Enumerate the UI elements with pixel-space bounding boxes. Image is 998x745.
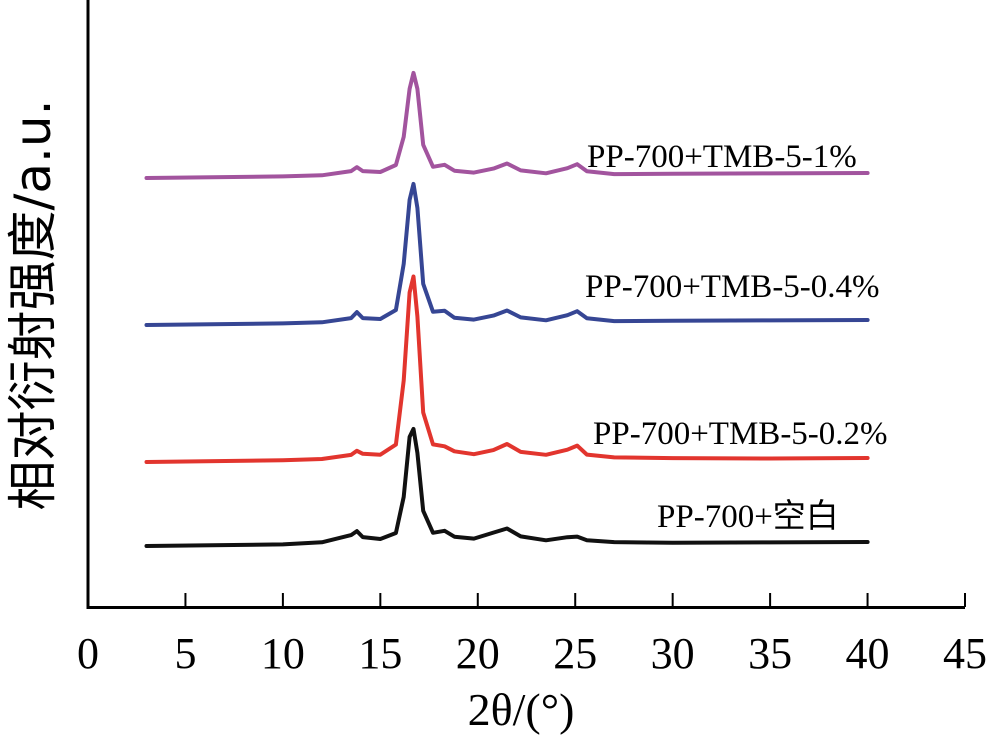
series-line	[144, 426, 870, 548]
series-label: PP-700+TMB-5-1%	[587, 139, 857, 175]
plot-area	[86, 0, 965, 609]
x-tick-label: 40	[846, 629, 890, 678]
series-line	[144, 181, 870, 327]
x-tick-label: 20	[456, 629, 500, 678]
x-tick-label: 5	[174, 629, 196, 678]
x-ticks: 0 5 10 15 20 25 30 35 40 45	[77, 593, 987, 678]
series-label: PP-700+TMB-5-0.4%	[585, 269, 880, 305]
series-labels: PP-700+TMB-5-1% PP-700+TMB-5-0.4% PP-700…	[585, 139, 888, 535]
x-tick-label: 25	[553, 629, 597, 678]
x-tick-label: 10	[261, 629, 305, 678]
x-tick-label: 15	[358, 629, 402, 678]
x-tick-label: 0	[77, 629, 99, 678]
y-axis-title: 相对衍射强度/a.u.	[4, 100, 62, 511]
series-lines	[144, 70, 870, 548]
series-label: PP-700+TMB-5-0.2%	[593, 416, 888, 452]
series-label: PP-700+空白	[657, 498, 839, 535]
x-tick-label: 45	[943, 629, 987, 678]
series-line	[144, 274, 870, 464]
x-tick-label: 30	[651, 629, 695, 678]
series-line	[144, 70, 870, 180]
x-axis-title: 2θ/(°)	[468, 684, 575, 735]
x-tick-label: 35	[748, 629, 792, 678]
